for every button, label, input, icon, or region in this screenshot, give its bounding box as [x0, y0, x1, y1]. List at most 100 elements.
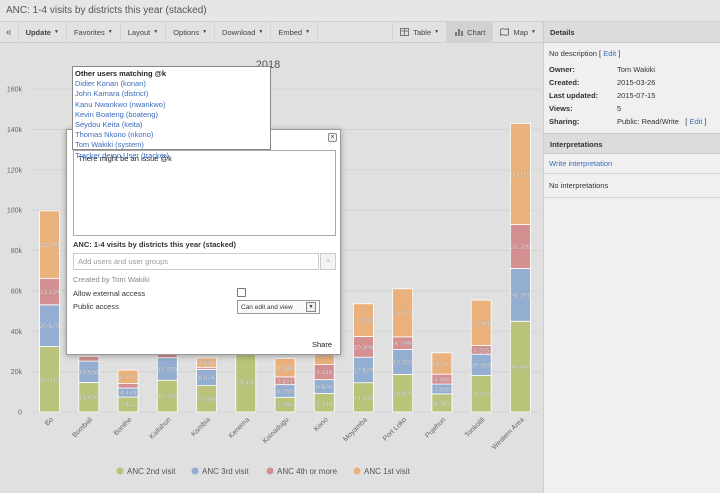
description-row: No description [ Edit ] — [549, 49, 621, 58]
x-tick-label: Kono — [313, 416, 330, 433]
map-view-button[interactable]: Map ▼ — [492, 21, 543, 43]
data-label: 15 730 — [157, 394, 177, 401]
x-tick-label: Kambia — [190, 416, 212, 438]
data-label: 20 679 — [40, 323, 60, 330]
mention-item[interactable]: Didier Konan (konan) — [75, 79, 146, 89]
data-label: 7 448 — [316, 370, 333, 377]
favorite-title: ANC: 1-4 visits by districts this year (… — [73, 240, 236, 249]
bar-chart-icon — [455, 29, 464, 36]
data-label: 10 306 — [354, 344, 374, 351]
data-label: 13 081 — [197, 396, 217, 403]
y-tick-label: 100k — [7, 208, 23, 215]
data-label: 6 703 — [120, 374, 137, 381]
caret-down-icon: ▼ — [202, 29, 208, 35]
y-tick-label: 120k — [7, 167, 23, 174]
add-user-button[interactable]: + — [320, 253, 336, 270]
caret-down-icon: ▼ — [434, 29, 440, 35]
caret-down-icon: ▼ — [258, 29, 264, 35]
data-label: 32 412 — [40, 377, 60, 384]
chart-view-button[interactable]: Chart — [446, 21, 493, 43]
public-access-select[interactable]: Can edit and view ▼ — [237, 300, 320, 314]
data-label: 7 294 — [277, 402, 294, 409]
bar-segment — [117, 369, 139, 384]
y-tick-label: 20k — [11, 369, 23, 376]
embed-menu[interactable]: Embed ▼ — [271, 21, 319, 43]
layout-menu[interactable]: Layout ▼ — [121, 21, 167, 43]
mention-item[interactable]: Tom Wakiki (system) — [75, 140, 144, 150]
x-tick-label: Bonthe — [113, 416, 134, 437]
details-header: Details — [544, 22, 720, 43]
mention-item[interactable]: Thomas Nkono (nkono) — [75, 130, 154, 140]
views-row: Views: 5 — [549, 104, 622, 113]
bar-segment — [392, 288, 414, 338]
legend-label: ANC 2nd visit — [127, 467, 176, 476]
legend-label: ANC 1st visit — [364, 467, 411, 476]
x-tick-label: Bo — [44, 416, 55, 427]
favorites-menu[interactable]: Favorites ▼ — [67, 21, 121, 43]
toolbar: « Update ▼ Favorites ▼ Layout ▼ Options ▼ Do… — [0, 21, 543, 43]
data-label: 6 199 — [395, 341, 412, 348]
data-label: 14 646 — [79, 395, 99, 402]
interpretation-textarea[interactable]: There might be an issue @k — [73, 150, 336, 236]
share-button[interactable]: Share — [311, 340, 332, 349]
data-label: 4 598 — [198, 360, 215, 367]
bar-segment — [509, 122, 531, 225]
data-label: 4 856 — [434, 386, 451, 393]
x-tick-label: Tonkolili — [464, 416, 487, 439]
data-label: 50 115 — [511, 171, 531, 178]
y-tick-label: 60k — [11, 288, 23, 295]
mention-item[interactable]: Seydou Keita (keita) — [75, 120, 143, 130]
x-tick-label: Kailahun — [149, 416, 173, 440]
table-view-button[interactable]: Table ▼ — [392, 21, 446, 43]
owner-row: Owner: Tom Wakiki — [549, 65, 656, 74]
data-label: 6 250 — [277, 388, 294, 395]
mention-item[interactable]: Kanu Nwankwo (nwankwo) — [75, 99, 166, 109]
data-label: 29 470 — [236, 380, 256, 387]
mention-item[interactable]: John Kamara (district) — [75, 89, 149, 99]
bar-segment — [274, 358, 296, 378]
options-menu[interactable]: Options ▼ — [166, 21, 216, 43]
data-label: 12 629 — [354, 367, 374, 374]
mention-item[interactable]: Tracker demo User (tracker) — [75, 150, 169, 160]
data-label: 16 150 — [354, 318, 374, 325]
mention-item[interactable]: Kevin Boateng (boateng) — [75, 109, 158, 119]
collapse-panel-button[interactable]: « — [0, 21, 19, 43]
caret-down-icon: ▼ — [53, 29, 59, 35]
write-interpretation-link[interactable]: Write interpretation — [544, 154, 720, 174]
data-label: 10 594 — [471, 362, 491, 369]
legend-label: ANC 4th or more — [277, 467, 338, 476]
bar-segment — [117, 383, 139, 389]
data-label: 26 201 — [510, 292, 530, 299]
x-tick-label: Moyamba — [342, 416, 369, 443]
edit-description-link[interactable]: Edit — [603, 49, 617, 58]
allow-external-checkbox[interactable] — [237, 288, 246, 297]
x-tick-label: Koinadugu — [262, 416, 291, 445]
data-label: 3 811 — [277, 378, 293, 385]
data-label: 8 074 — [198, 375, 215, 382]
update-button[interactable]: Update ▼ — [19, 21, 67, 43]
data-label: 8 983 — [434, 400, 451, 407]
caret-down-icon: ▼ — [153, 29, 159, 35]
caret-down-icon: ▼ — [107, 29, 113, 35]
mention-suggestions: Other users matching @k Didier Konan (ko… — [72, 66, 271, 160]
caret-down-icon: ▼ — [531, 29, 536, 35]
data-label: 10 562 — [432, 361, 452, 368]
double-chevron-left-icon: « — [6, 26, 12, 38]
download-menu[interactable]: Download ▼ — [215, 21, 272, 43]
y-tick-label: 80k — [11, 248, 23, 255]
close-icon[interactable]: × — [328, 133, 337, 142]
edit-sharing-link[interactable]: Edit — [689, 117, 703, 126]
legend-swatch — [116, 467, 124, 475]
y-tick-label: 160k — [7, 87, 23, 94]
mention-header: Other users matching @k — [75, 69, 167, 78]
data-label: 33 398 — [40, 242, 60, 249]
data-label: 9 254 — [316, 353, 333, 360]
x-tick-label: Western Area — [491, 416, 526, 451]
sidebar: Details No description [ Edit ] Owner: To… — [543, 22, 720, 493]
y-tick-label: 0 — [18, 410, 22, 417]
window-title: ANC: 1-4 visits by districts this year (… — [0, 0, 720, 22]
data-label: 14 518 — [354, 395, 374, 402]
add-users-input[interactable]: Add users and user groups — [73, 253, 319, 270]
x-tick-label: Pujehun — [424, 416, 447, 439]
table-icon — [400, 28, 410, 36]
